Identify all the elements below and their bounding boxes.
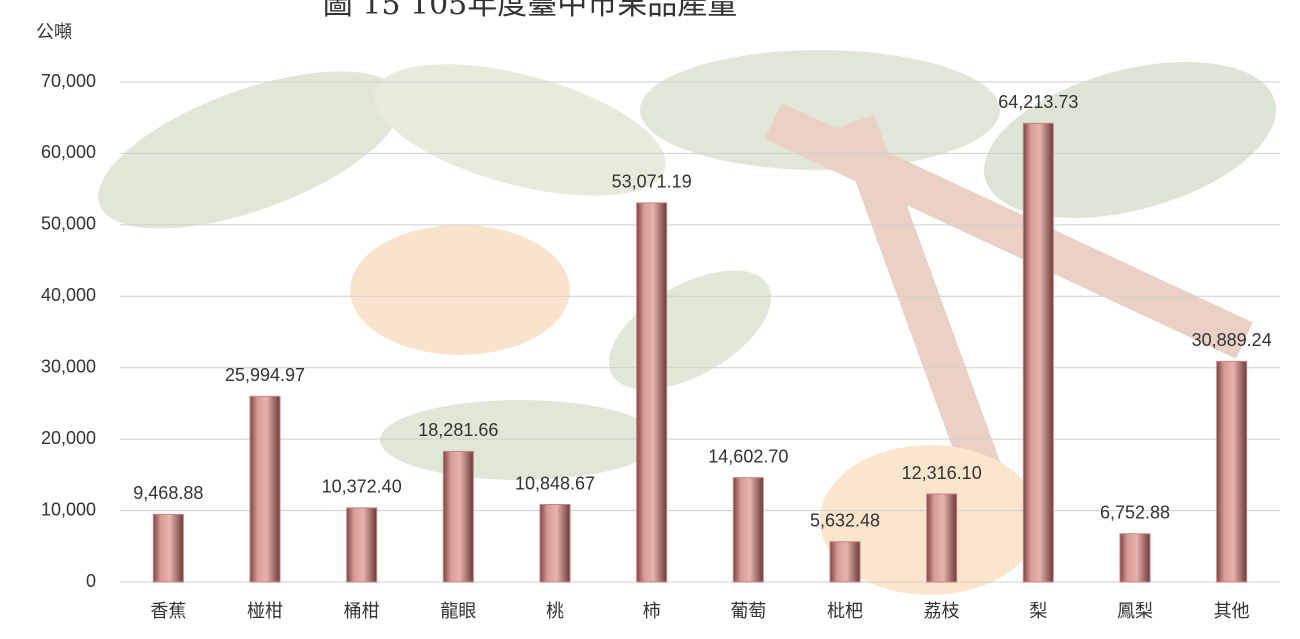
bar — [540, 505, 570, 582]
bar — [443, 451, 473, 582]
data-label: 10,848.67 — [515, 473, 595, 493]
x-tick-label: 枇杷 — [827, 601, 863, 622]
bar — [733, 478, 763, 582]
x-tick-label: 桶柑 — [344, 601, 380, 622]
y-axis-label: 公噸 — [36, 22, 72, 42]
x-tick-label: 葡萄 — [730, 601, 766, 622]
bar — [927, 494, 957, 582]
bar — [1120, 534, 1150, 582]
data-label: 30,889.24 — [1192, 330, 1272, 350]
data-label: 6,752.88 — [1100, 503, 1170, 523]
data-label: 5,632.48 — [810, 511, 880, 531]
bar — [347, 508, 377, 582]
y-tick-label: 40,000 — [41, 285, 96, 305]
bar — [637, 203, 667, 582]
y-tick-label: 0 — [86, 571, 96, 591]
bar — [830, 542, 860, 582]
y-tick-label: 50,000 — [41, 214, 96, 234]
x-tick-label: 桃 — [546, 601, 564, 622]
bar — [250, 396, 280, 582]
data-label: 10,372.40 — [322, 477, 402, 497]
data-label: 14,602.70 — [708, 446, 788, 466]
chart: 圖 15 105年度臺中市果品產量 公噸 0 10,000 20,000 30,000… — [0, 0, 1300, 639]
x-tick-label: 鳳梨 — [1117, 601, 1153, 622]
y-tick-label: 10,000 — [41, 499, 96, 519]
data-label: 9,468.88 — [133, 483, 203, 503]
x-tick-label: 香蕉 — [150, 601, 186, 622]
x-tick-label: 荔枝 — [924, 601, 960, 622]
data-label: 25,994.97 — [225, 365, 305, 385]
y-tick-label: 60,000 — [41, 142, 96, 162]
x-tick-label: 柿 — [643, 601, 661, 622]
x-tick-label: 梨 — [1029, 601, 1047, 622]
x-tick-label: 其他 — [1214, 601, 1250, 622]
y-tick-label: 30,000 — [41, 356, 96, 376]
x-tick-label: 龍眼 — [440, 601, 476, 622]
data-label: 12,316.10 — [902, 463, 982, 483]
y-tick-label: 20,000 — [41, 428, 96, 448]
bar — [1217, 361, 1247, 582]
data-label: 18,281.66 — [418, 420, 498, 440]
x-tick-label: 椪柑 — [247, 601, 283, 622]
bar — [153, 514, 183, 582]
bar — [1023, 123, 1053, 582]
data-label: 64,213.73 — [998, 92, 1078, 112]
chart-title: 圖 15 105年度臺中市果品產量 — [323, 0, 738, 22]
y-tick-label: 70,000 — [41, 71, 96, 91]
data-label: 53,071.19 — [612, 172, 692, 192]
